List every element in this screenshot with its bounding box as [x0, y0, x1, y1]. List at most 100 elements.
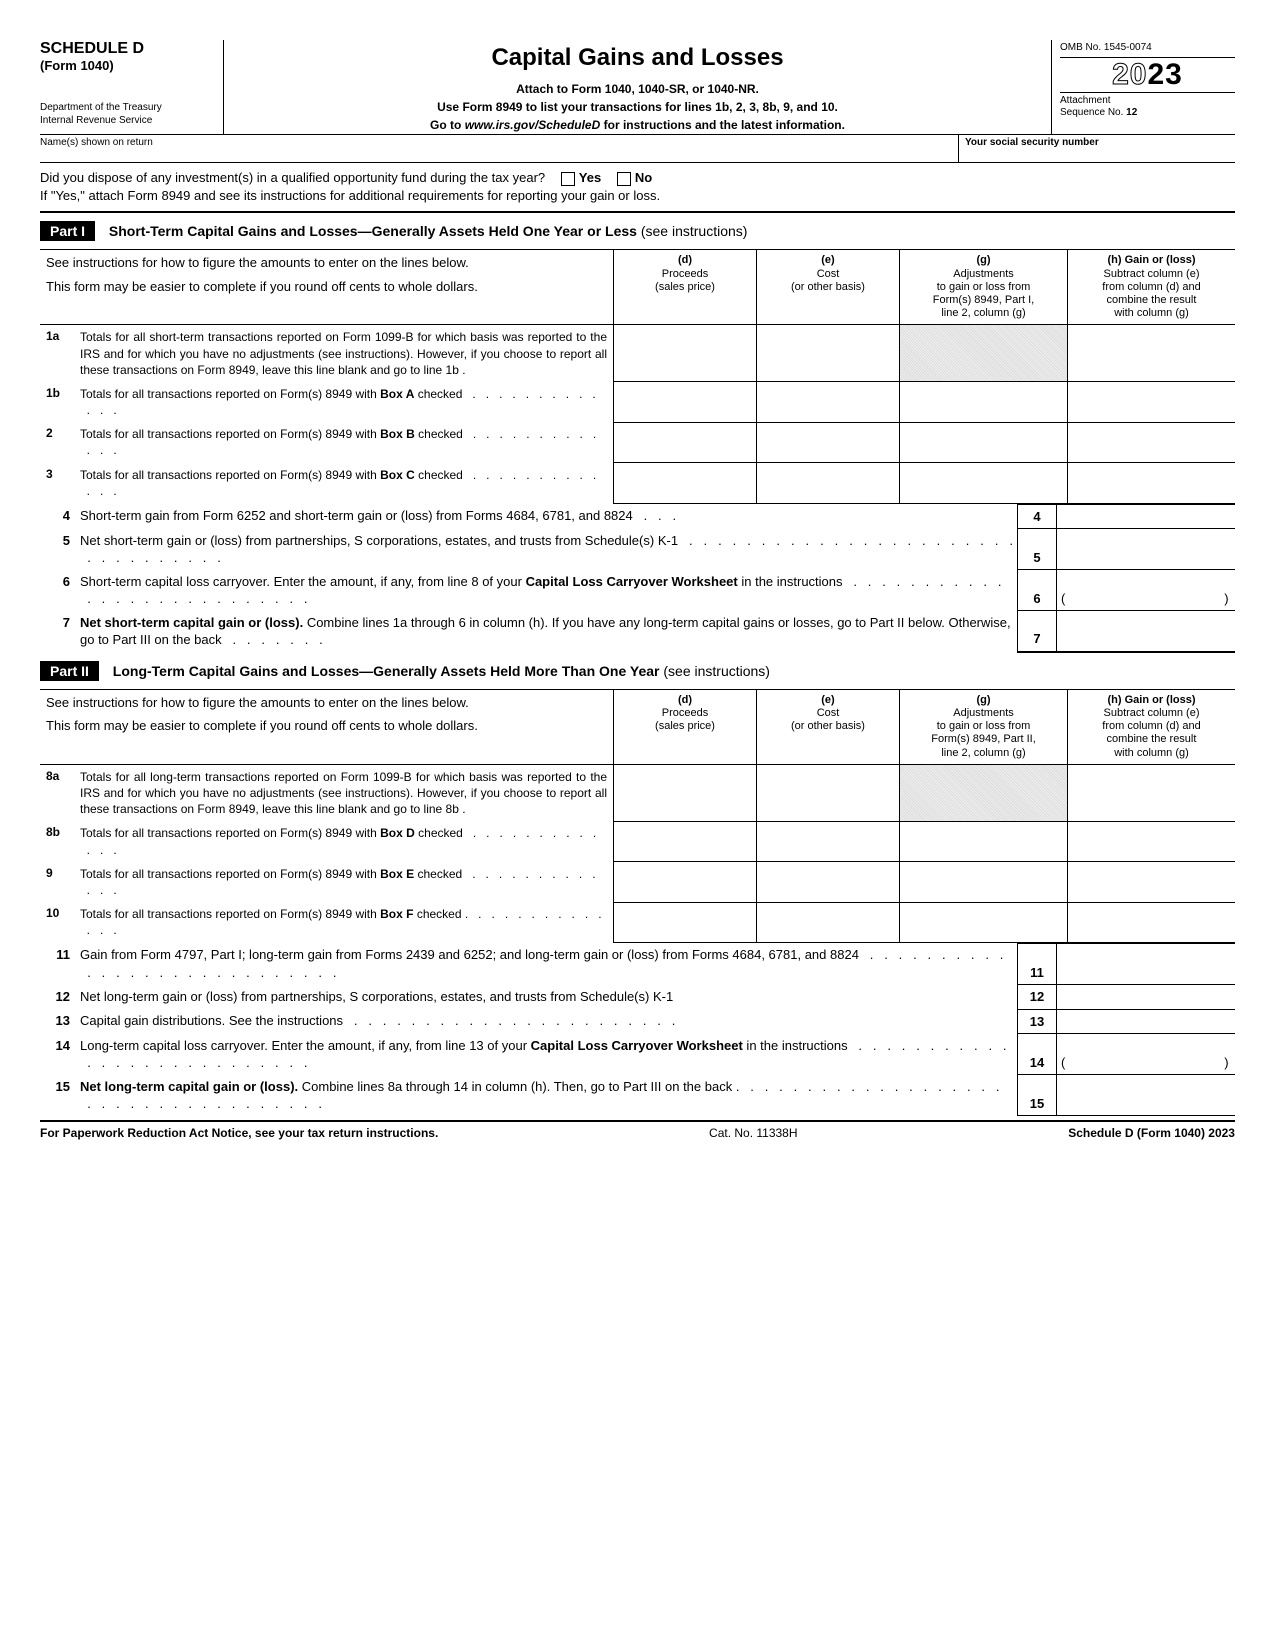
line-1a-h[interactable]	[1068, 325, 1236, 382]
line-12-row: 12 Net long-term gain or (loss) from par…	[40, 985, 1235, 1010]
line-1a-d[interactable]	[614, 325, 757, 382]
schedule-label: SCHEDULE D	[40, 40, 215, 58]
line-1b-g[interactable]	[900, 382, 1068, 422]
line-15-row: 15 Net long-term capital gain or (loss).…	[40, 1075, 1235, 1116]
line-14-amount[interactable]: ( )	[1057, 1034, 1236, 1075]
attachment-seq: Attachment Sequence No. 12	[1060, 92, 1235, 119]
line-10-g[interactable]	[900, 902, 1068, 942]
line-8b-g[interactable]	[900, 821, 1068, 861]
col-e-header-2: (e)Cost(or other basis)	[757, 689, 900, 764]
line-1b-e[interactable]	[757, 382, 900, 422]
line-3-h[interactable]	[1068, 463, 1236, 503]
part-2-instructions: See instructions for how to figure the a…	[40, 689, 614, 764]
col-h-header: (h) Gain or (loss)Subtract column (e)fro…	[1068, 250, 1236, 325]
col-d-header-2: (d)Proceeds(sales price)	[614, 689, 757, 764]
line-3-d[interactable]	[614, 463, 757, 503]
col-e-header: (e)Cost(or other basis)	[757, 250, 900, 325]
line-12-amount[interactable]	[1057, 985, 1236, 1010]
line-11-row: 11 Gain from Form 4797, Part I; long-ter…	[40, 943, 1235, 984]
header-right: OMB No. 1545-0074 2023 Attachment Sequen…	[1051, 40, 1235, 134]
line-13-row: 13 Capital gain distributions. See the i…	[40, 1009, 1235, 1034]
name-field-label[interactable]: Name(s) shown on return	[40, 135, 958, 162]
col-h-header-2: (h) Gain or (loss)Subtract column (e)fro…	[1068, 689, 1236, 764]
col-g-header: (g)Adjustmentsto gain or loss fromForm(s…	[900, 250, 1068, 325]
ssn-field-label[interactable]: Your social security number	[958, 135, 1235, 162]
line-2-d[interactable]	[614, 422, 757, 462]
form-label: (Form 1040)	[40, 58, 215, 73]
col-d-header: (d)Proceeds(sales price)	[614, 250, 757, 325]
line-15-amount[interactable]	[1057, 1075, 1236, 1116]
line-3-row: 3 Totals for all transactions reported o…	[40, 463, 1235, 503]
name-ssn-row: Name(s) shown on return Your social secu…	[40, 135, 1235, 163]
omb-number: OMB No. 1545-0074	[1060, 40, 1235, 58]
line-10-d[interactable]	[614, 902, 757, 942]
form-header: SCHEDULE D (Form 1040) Department of the…	[40, 40, 1235, 135]
line-4-row: 4 Short-term gain from Form 6252 and sho…	[40, 504, 1235, 529]
line-1a-e[interactable]	[757, 325, 900, 382]
part-1-label: Part I	[40, 221, 95, 241]
qof-yes-checkbox[interactable]	[561, 172, 575, 186]
line-6-amount[interactable]: ( )	[1057, 570, 1236, 611]
line-8a-e[interactable]	[757, 764, 900, 821]
line-9-h[interactable]	[1068, 862, 1236, 902]
line-10-e[interactable]	[757, 902, 900, 942]
line-2-e[interactable]	[757, 422, 900, 462]
part-2-table: See instructions for how to figure the a…	[40, 689, 1235, 943]
line-13-amount[interactable]	[1057, 1009, 1236, 1034]
line-8a-g-shaded	[900, 764, 1068, 821]
line-1a-row: 1a Totals for all short-term transaction…	[40, 325, 1235, 382]
line-1a-g-shaded	[900, 325, 1068, 382]
line-4-amount[interactable]	[1057, 504, 1236, 529]
line-8b-e[interactable]	[757, 821, 900, 861]
qof-question: Did you dispose of any investment(s) in …	[40, 163, 1235, 213]
line-7-amount[interactable]	[1057, 611, 1236, 652]
line-11-amount[interactable]	[1057, 943, 1236, 984]
line-9-row: 9 Totals for all transactions reported o…	[40, 862, 1235, 902]
line-10-row: 10 Totals for all transactions reported …	[40, 902, 1235, 942]
pra-notice: For Paperwork Reduction Act Notice, see …	[40, 1126, 438, 1140]
part-2-label: Part II	[40, 661, 99, 681]
line-8a-d[interactable]	[614, 764, 757, 821]
schedule-ref: Schedule D (Form 1040) 2023	[1068, 1126, 1235, 1140]
part-2-header: Part II Long-Term Capital Gains and Loss…	[40, 661, 1235, 681]
line-1b-h[interactable]	[1068, 382, 1236, 422]
line-8b-h[interactable]	[1068, 821, 1236, 861]
line-9-d[interactable]	[614, 862, 757, 902]
cat-number: Cat. No. 11338H	[709, 1126, 798, 1140]
line-5-amount[interactable]	[1057, 529, 1236, 570]
line-10-h[interactable]	[1068, 902, 1236, 942]
line-3-g[interactable]	[900, 463, 1068, 503]
footer: For Paperwork Reduction Act Notice, see …	[40, 1120, 1235, 1140]
part-2-lines: 11 Gain from Form 4797, Part I; long-ter…	[40, 943, 1235, 1116]
line-8a-h[interactable]	[1068, 764, 1236, 821]
line-1b-row: 1b Totals for all transactions reported …	[40, 382, 1235, 422]
line-8b-row: 8b Totals for all transactions reported …	[40, 821, 1235, 861]
header-center: Capital Gains and Losses Attach to Form …	[224, 40, 1051, 134]
line-2-row: 2 Totals for all transactions reported o…	[40, 422, 1235, 462]
header-left: SCHEDULE D (Form 1040) Department of the…	[40, 40, 224, 134]
part-1-table: See instructions for how to figure the a…	[40, 249, 1235, 503]
line-14-row: 14 Long-term capital loss carryover. Ent…	[40, 1034, 1235, 1075]
attach-note: Attach to Form 1040, 1040-SR, or 1040-NR…	[234, 80, 1041, 98]
part-1-instructions: See instructions for how to figure the a…	[40, 250, 614, 325]
line-8b-d[interactable]	[614, 821, 757, 861]
part-1-lines: 4 Short-term gain from Form 6252 and sho…	[40, 504, 1235, 653]
department-label: Department of the Treasury Internal Reve…	[40, 101, 215, 127]
use-8949-note: Use Form 8949 to list your transactions …	[234, 98, 1041, 116]
line-7-row: 7 Net short-term capital gain or (loss).…	[40, 611, 1235, 652]
part-1-header: Part I Short-Term Capital Gains and Loss…	[40, 221, 1235, 241]
line-3-e[interactable]	[757, 463, 900, 503]
line-8a-row: 8a Totals for all long-term transactions…	[40, 764, 1235, 821]
tax-year: 2023	[1060, 58, 1235, 92]
qof-no-checkbox[interactable]	[617, 172, 631, 186]
line-2-g[interactable]	[900, 422, 1068, 462]
line-9-e[interactable]	[757, 862, 900, 902]
goto-note: Go to www.irs.gov/ScheduleD for instruct…	[234, 116, 1041, 134]
line-1b-d[interactable]	[614, 382, 757, 422]
form-title: Capital Gains and Losses	[234, 44, 1041, 72]
line-9-g[interactable]	[900, 862, 1068, 902]
line-6-row: 6 Short-term capital loss carryover. Ent…	[40, 570, 1235, 611]
col-g-header-2: (g)Adjustmentsto gain or loss fromForm(s…	[900, 689, 1068, 764]
line-2-h[interactable]	[1068, 422, 1236, 462]
line-5-row: 5 Net short-term gain or (loss) from par…	[40, 529, 1235, 570]
